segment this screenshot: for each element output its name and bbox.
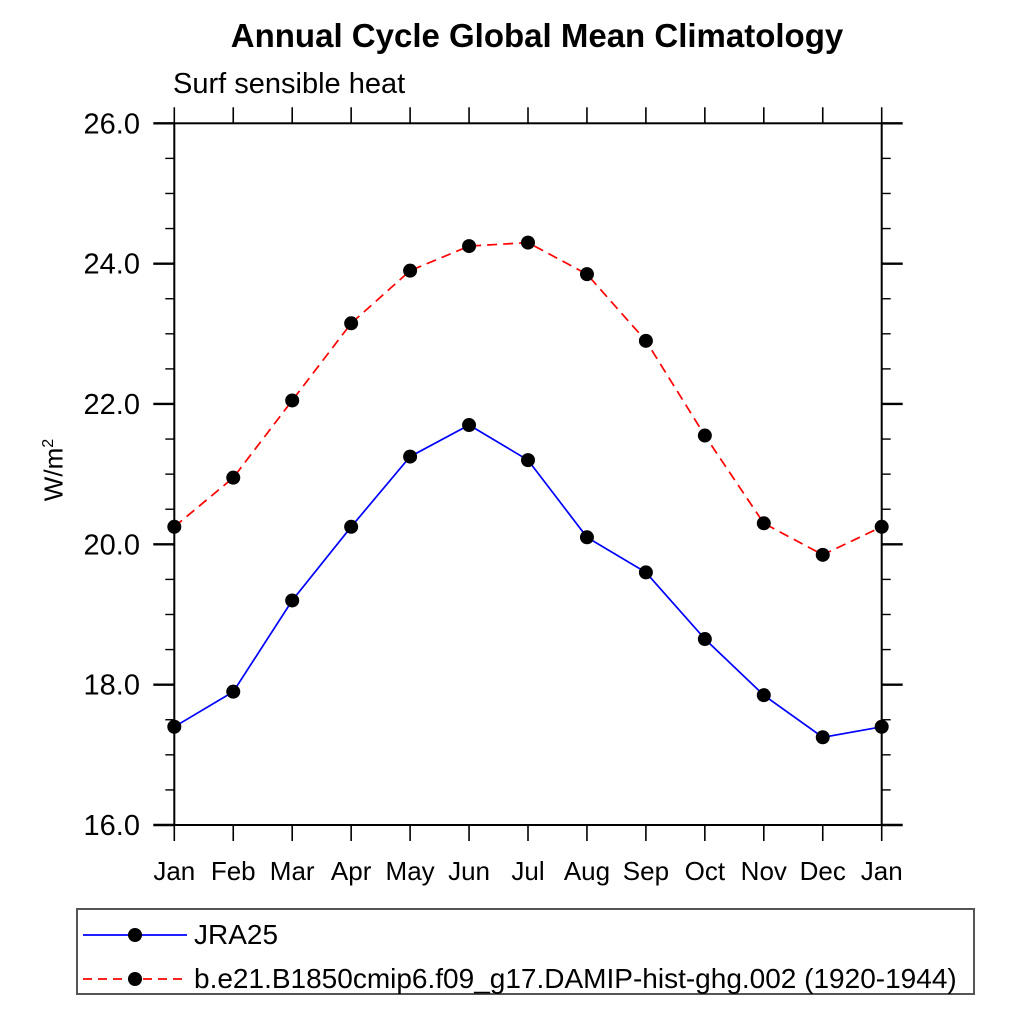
legend-label-jra25: JRA25 — [194, 919, 279, 950]
data-point — [874, 719, 889, 734]
legend-line-sample-dashed — [83, 972, 187, 986]
data-point — [167, 719, 182, 734]
data-point — [403, 449, 418, 464]
legend-line-sample-solid — [83, 928, 187, 942]
legend-label-model: b.e21.B1850cmip6.f09_g17.DAMIP-hist-ghg.… — [194, 963, 957, 994]
data-point — [815, 547, 830, 562]
plot-frame — [173, 122, 883, 827]
data-point — [226, 684, 241, 699]
x-tick-label: Dec — [800, 856, 846, 886]
legend-box: JRA25 b.e21.B1850cmip6.f09_g17.DAMIP-his… — [76, 908, 975, 995]
series-line-0 — [173, 424, 882, 739]
data-point — [226, 470, 241, 485]
data-point — [579, 530, 594, 545]
y-tick-label: 26.0 — [84, 108, 140, 140]
x-tick-label: Nov — [741, 856, 787, 886]
y-tick-label: 18.0 — [84, 670, 140, 702]
x-tick-label: Aug — [564, 856, 610, 886]
data-point — [697, 428, 712, 443]
series-line-1 — [173, 241, 883, 556]
y-tick-label: 16.0 — [84, 810, 140, 842]
data-point — [462, 418, 477, 433]
x-tick-label: Jun — [448, 856, 490, 886]
data-point — [403, 263, 418, 278]
legend-sample-marker — [128, 928, 142, 942]
x-tick-label: Jan — [861, 856, 903, 886]
data-point — [344, 316, 359, 331]
chart-subtitle: Surf sensible heat — [173, 68, 406, 100]
data-point — [579, 267, 594, 282]
data-point — [344, 519, 359, 534]
y-tick-label: 20.0 — [84, 529, 140, 561]
data-point — [815, 730, 830, 745]
data-point — [756, 688, 771, 703]
x-tick-label: May — [386, 856, 435, 886]
data-point — [638, 565, 653, 580]
data-point — [638, 333, 653, 348]
legend-sample-marker — [128, 972, 142, 986]
data-point — [521, 235, 535, 250]
legend-item-jra25: JRA25 — [80, 917, 278, 953]
data-point — [756, 516, 771, 531]
x-tick-label: Sep — [623, 856, 669, 886]
data-point — [285, 593, 300, 608]
legend-item-model: b.e21.B1850cmip6.f09_g17.DAMIP-hist-ghg.… — [80, 961, 957, 997]
x-tick-label: Oct — [685, 856, 726, 886]
data-point — [874, 519, 889, 534]
data-point — [697, 632, 712, 647]
data-point — [462, 239, 477, 254]
x-tick-label: Jan — [153, 856, 195, 886]
x-tick-label: Apr — [331, 856, 372, 886]
y-tick-label: 22.0 — [84, 389, 140, 421]
data-point — [521, 453, 535, 468]
data-point — [167, 519, 182, 534]
x-tick-label: Feb — [211, 856, 256, 886]
x-tick-label: Mar — [270, 856, 315, 886]
x-tick-label: Jul — [511, 856, 544, 886]
y-tick-label: 24.0 — [84, 249, 140, 281]
chart-title: Annual Cycle Global Mean Climatology — [230, 17, 844, 54]
data-point — [285, 393, 300, 408]
